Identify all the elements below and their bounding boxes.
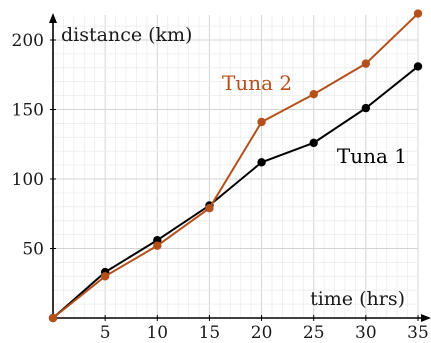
data-point-series-1 — [309, 138, 318, 148]
data-point-series-2 — [205, 203, 214, 213]
series-line-2 — [52, 12, 419, 319]
data-point-series-1 — [413, 62, 423, 71]
data-point-series-2 — [413, 9, 423, 18]
y-tick-label: 150 — [12, 101, 44, 121]
ticks: 5 10 15 20 25 30 35 50 100 150 200 — [12, 31, 429, 343]
data-point-series-2 — [361, 59, 371, 68]
x-tick-label: 15 — [199, 323, 221, 343]
y-axis-label: distance (km) — [61, 24, 192, 46]
data-point-series-2 — [100, 272, 110, 281]
x-axis-arrow — [421, 314, 431, 322]
series-layer — [48, 9, 423, 323]
x-tick-label: 35 — [407, 323, 429, 343]
y-tick-label: 50 — [22, 240, 44, 260]
x-tick-label: 10 — [146, 323, 168, 343]
y-tick-label: 200 — [12, 31, 44, 51]
data-point-series-2 — [48, 313, 58, 323]
series-label-tuna-2: Tuna 2 — [222, 71, 292, 95]
series-label-tuna-1: Tuna 1 — [337, 144, 407, 168]
x-tick-label: 25 — [303, 323, 325, 343]
y-axis-arrow — [49, 13, 57, 23]
data-point-series-2 — [257, 117, 266, 127]
x-axis-label: time (hrs) — [310, 288, 405, 310]
x-tick-label: 5 — [100, 323, 111, 343]
data-point-series-2 — [309, 90, 318, 99]
data-point-series-2 — [153, 241, 162, 250]
series-line-1 — [52, 65, 419, 319]
grid — [52, 15, 419, 319]
x-tick-label: 20 — [251, 323, 273, 343]
data-point-series-1 — [361, 103, 371, 113]
y-tick-label: 100 — [12, 170, 44, 190]
data-point-series-1 — [257, 158, 266, 167]
x-tick-label: 30 — [355, 323, 377, 343]
axes — [49, 13, 431, 322]
